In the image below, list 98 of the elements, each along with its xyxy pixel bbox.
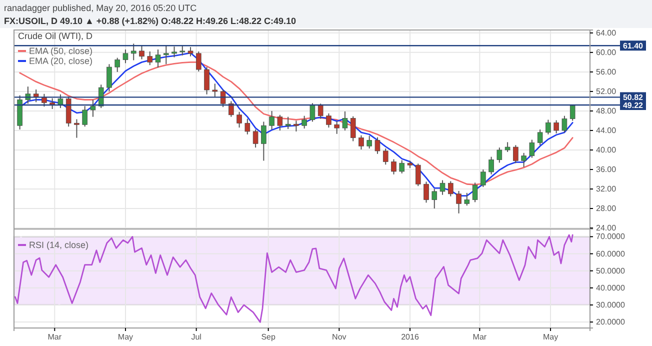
line-series [14, 234, 574, 323]
candlestick [391, 158, 396, 175]
ref-line-label: 50.82 [622, 93, 644, 102]
candlestick [456, 190, 462, 214]
candlestick [358, 134, 364, 150]
x-tick-label: Nov [332, 332, 346, 342]
candlestick [374, 136, 380, 154]
candlestick [228, 100, 234, 118]
candlestick [424, 181, 429, 204]
candlestick [261, 121, 266, 162]
candlestick [294, 120, 299, 132]
candlestick [570, 104, 576, 122]
y-tick-label: 36.00 [596, 165, 617, 174]
y-tick-label: 40.0000 [596, 283, 626, 292]
x-tick-label: May [542, 332, 558, 342]
candlestick [537, 129, 543, 146]
candlestick [220, 89, 226, 108]
candlestick [529, 139, 535, 158]
y-tick-label: 70.0000 [596, 232, 626, 242]
y-tick-label: 50.0000 [596, 266, 626, 276]
candlestick [504, 142, 510, 152]
x-tick-label: Mar [48, 332, 62, 342]
candlestick [480, 168, 486, 188]
candlestick [472, 182, 478, 203]
candlestick [496, 147, 502, 164]
candlestick [513, 144, 518, 164]
legend-label: EMA (50, close) [29, 46, 93, 56]
candlestick [382, 148, 388, 166]
y-tick-label: 64.00 [596, 28, 617, 38]
candlestick [74, 118, 80, 138]
y-tick-label: 60.0000 [596, 249, 626, 258]
y-tick-label: 60.00 [596, 48, 617, 57]
candlestick [147, 50, 153, 66]
x-tick-label: Sep [261, 332, 276, 342]
candlestick [212, 83, 218, 98]
candlestick [488, 156, 494, 175]
y-tick-label: 32.00 [596, 184, 617, 194]
x-tick-label: Jul [191, 332, 202, 342]
candlestick [252, 129, 258, 148]
chart-title: Crude Oil (WTI), D [18, 31, 93, 41]
candlestick [204, 66, 210, 95]
y-tick-label: 44.00 [596, 126, 617, 136]
candlestick [310, 102, 316, 122]
candlestick [277, 114, 283, 131]
candlestick [285, 116, 291, 130]
legend-label: EMA (20, close) [29, 56, 93, 66]
candlestick [521, 152, 526, 168]
y-tick-label: 40.00 [596, 146, 617, 155]
candlestick [350, 116, 356, 142]
y-tick-label: 28.00 [596, 204, 617, 214]
candlestick [464, 192, 470, 206]
ref-line-label: 61.40 [622, 42, 644, 51]
candlestick [155, 49, 161, 68]
x-tick-label: Mar [472, 332, 487, 342]
candlestick [50, 98, 55, 110]
candlestick [82, 106, 88, 128]
candlestick [334, 120, 340, 134]
candlestick [90, 99, 96, 118]
candlestick [399, 160, 405, 174]
y-tick-label: 20.0000 [596, 318, 626, 327]
candlestick [236, 111, 242, 128]
candlestick [114, 57, 120, 72]
candlestick [196, 50, 202, 72]
candlestick [172, 46, 177, 58]
candlestick [448, 180, 454, 197]
candlestick [269, 110, 274, 130]
candlestick [546, 119, 551, 135]
candlestick [42, 93, 47, 108]
candlestick [106, 64, 112, 92]
x-tick-label: 2016 [401, 332, 420, 342]
candlestick [432, 188, 438, 210]
candlestick [130, 43, 136, 61]
chart-subtitle: FX:USOIL, D 49.10 ▲ +0.88 (+1.82%) O:48.22 H:49.26 L:48.22 C:49.10 [4, 16, 296, 26]
candlestick [58, 94, 64, 109]
candlestick [244, 118, 250, 135]
candlestick [318, 103, 324, 120]
candlestick [302, 115, 307, 130]
candlestick [342, 110, 348, 131]
candlestick [122, 49, 128, 64]
candlestick [188, 46, 194, 57]
y-tick-label: 24.00 [596, 224, 617, 233]
x-tick-label: May [118, 332, 134, 342]
text: ranadagger published, May 20, 2016 05:20 UTC [4, 3, 198, 13]
y-tick-label: 30.0000 [596, 300, 626, 310]
y-tick-label: 56.00 [596, 68, 617, 77]
candlestick [415, 163, 421, 187]
candlestick [554, 120, 559, 134]
y-tick-label: 48.00 [596, 106, 617, 116]
candlestick [326, 112, 332, 128]
candlestick [139, 44, 144, 60]
candlestick [440, 180, 446, 196]
legend-label: RSI (14, close) [29, 240, 89, 250]
candlestick [180, 46, 186, 56]
candlestick [366, 135, 372, 150]
y-tick-label: 52.00 [596, 87, 617, 96]
ref-line-label: 49.22 [622, 101, 644, 110]
candlestick [562, 115, 568, 133]
candlestick [163, 45, 169, 65]
